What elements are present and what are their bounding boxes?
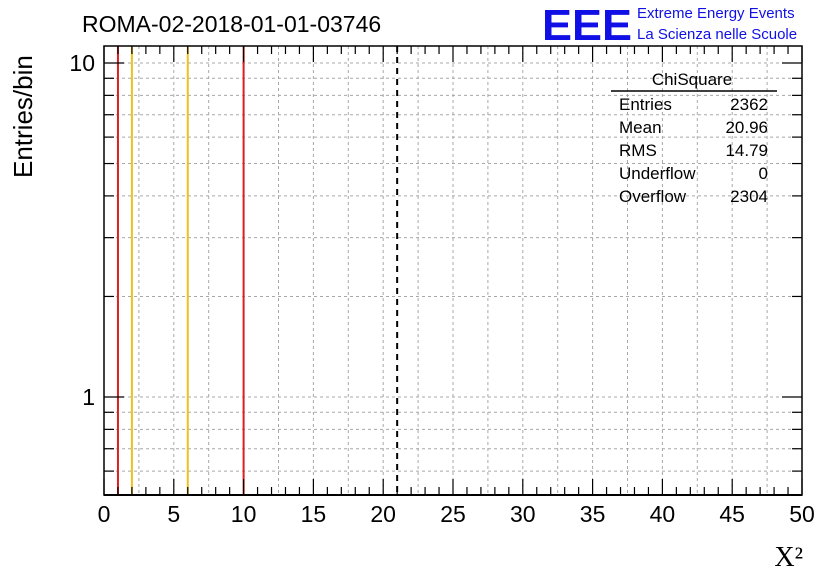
eee-logo-line1: Extreme Energy Events (637, 5, 795, 22)
histogram-bin (575, 137, 582, 495)
histogram-bin (610, 397, 617, 495)
x-axis-label: X² (774, 542, 803, 572)
eee-logo-line2: La Scienza nelle Scuole (637, 26, 797, 43)
stats-row-value: 0 (759, 164, 768, 183)
stats-row-value: 14.79 (725, 141, 768, 160)
y-axis-label: Entries/bin (8, 55, 38, 178)
histogram-bin (163, 238, 170, 495)
histogram-bin (701, 397, 708, 495)
histogram-bin (463, 397, 470, 495)
histogram-bin (247, 397, 254, 495)
histogram-bin (666, 296, 673, 495)
histogram-bin (680, 397, 687, 495)
histogram-bin (317, 397, 324, 495)
x-tick-label: 40 (650, 501, 676, 527)
stats-row-label: Overflow (619, 187, 687, 206)
x-tick-label: 35 (580, 501, 606, 527)
x-tick-label: 0 (98, 501, 111, 527)
eee-logo: EEE Extreme Energy Events La Scienza nel… (542, 1, 797, 50)
stats-row-value: 2362 (730, 95, 768, 114)
histogram-bin (470, 397, 477, 495)
histogram-bin (142, 296, 149, 495)
histogram-bin (673, 296, 680, 495)
histogram-bin (268, 296, 275, 495)
x-tick-label: 15 (301, 501, 327, 527)
histogram-bin (121, 397, 128, 495)
histogram-bin (477, 397, 484, 495)
stats-row-label: RMS (619, 141, 657, 160)
stats-box-rows: Entries 2362 Mean 20.96 RMS 14.79 Underflow 0 Ov… (619, 95, 768, 206)
histogram-bin (687, 296, 694, 495)
stats-box: ChiSquare Entries 2362 Mean 20.96 RMS 14.79 Un… (611, 70, 777, 206)
grid-lines (104, 46, 802, 495)
y-tick-label: 1 (82, 384, 95, 410)
histogram-bin (785, 397, 792, 495)
x-tick-label: 25 (440, 501, 466, 527)
reference-lines (116, 46, 399, 495)
histogram-bin (771, 397, 778, 495)
histogram-bin (443, 296, 450, 495)
x-tick-label: 50 (789, 501, 815, 527)
histogram-bin (366, 296, 373, 495)
stats-row-label: Underflow (619, 164, 696, 183)
x-tick-label: 20 (370, 501, 396, 527)
histogram-bin (778, 397, 785, 495)
histogram-bin (177, 397, 184, 495)
histogram-bin (156, 196, 163, 495)
histogram-bin (652, 296, 659, 495)
x-tick-label: 45 (719, 501, 745, 527)
x-tick-label: 5 (167, 501, 180, 527)
stats-box-title: ChiSquare (652, 70, 732, 89)
histogram-bin (198, 397, 205, 495)
histogram-bin (708, 296, 715, 495)
axis-ticks (103, 46, 803, 495)
stats-row-value: 20.96 (725, 118, 768, 137)
y-tick-label: 10 (69, 50, 95, 76)
x-tick-label: 10 (231, 501, 257, 527)
stats-row-label: Mean (619, 118, 662, 137)
axis-tick-labels: 0 5 10 15 20 25 30 35 40 45 50 1 10 (69, 50, 814, 527)
histogram-bin (540, 397, 547, 495)
stats-row-value: 2304 (730, 187, 768, 206)
run-title: ROMA-02-2018-01-01-03746 (82, 11, 381, 37)
histogram-bin (149, 296, 156, 495)
stats-row-label: Entries (619, 95, 672, 114)
histogram-bin (261, 196, 268, 495)
histogram-bin (505, 397, 512, 495)
eee-logo-text: EEE (542, 1, 632, 50)
histogram-bin (387, 397, 394, 495)
x-tick-label: 30 (510, 501, 536, 527)
